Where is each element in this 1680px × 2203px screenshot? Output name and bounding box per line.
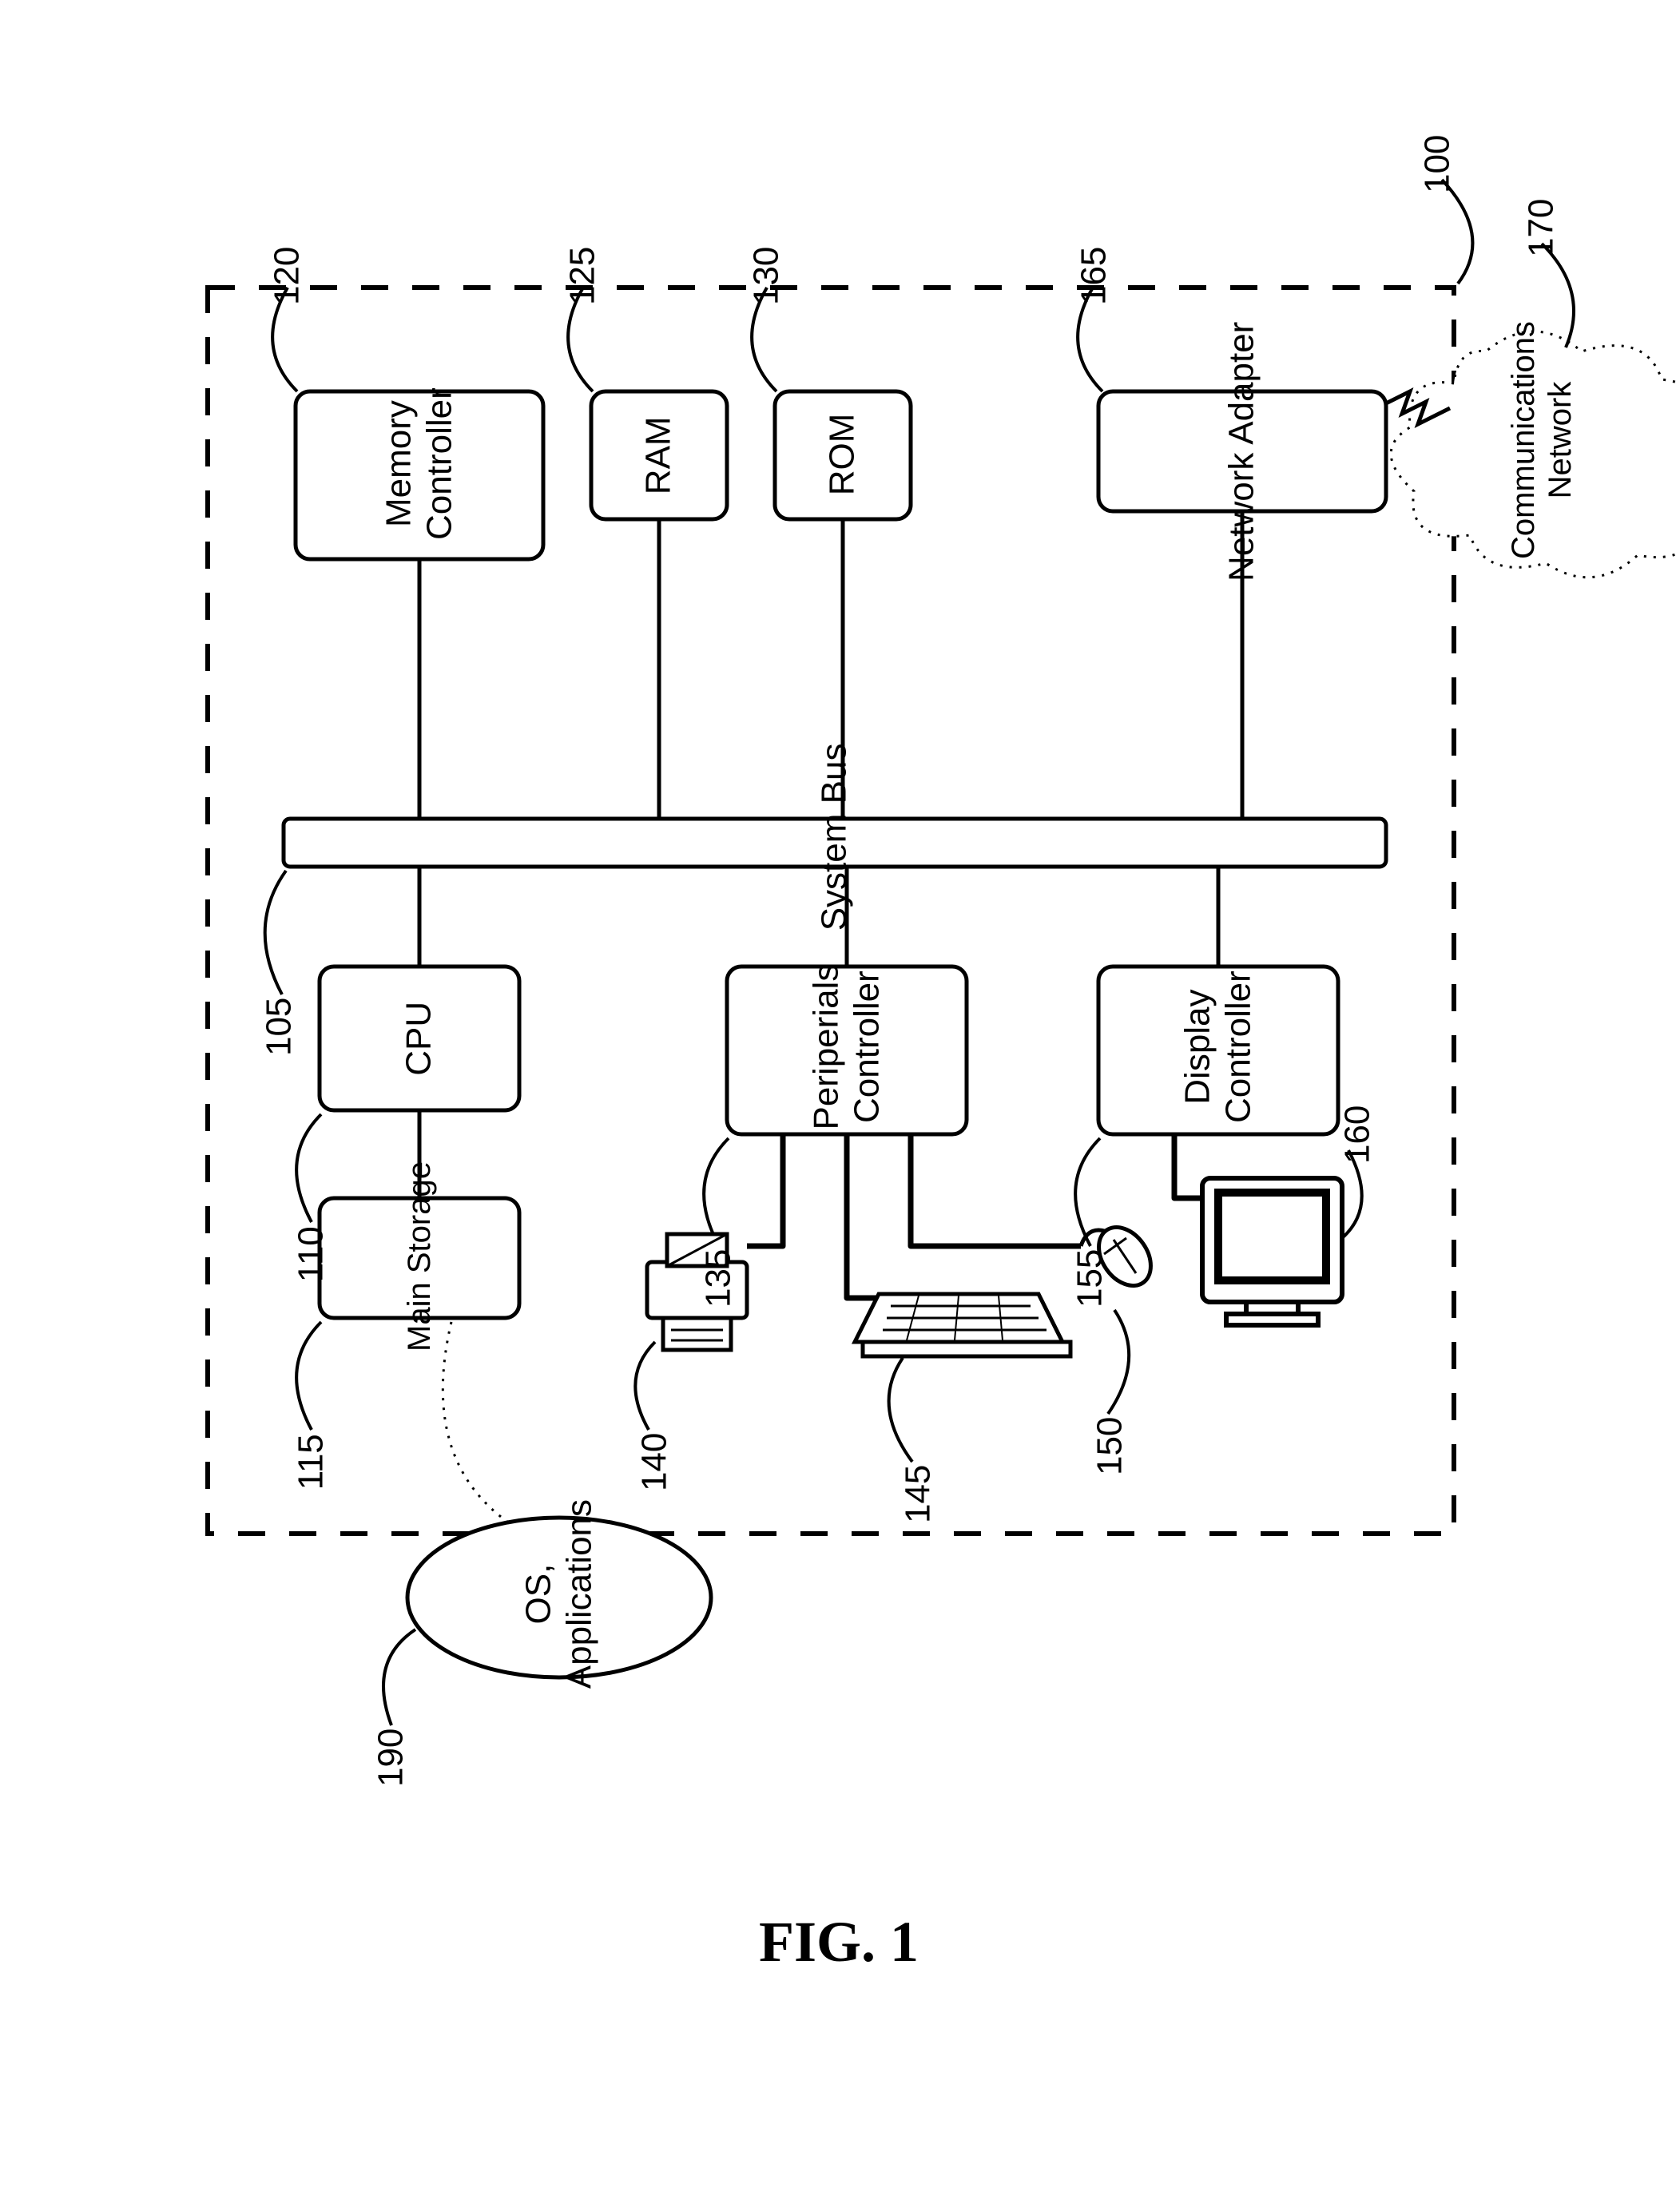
page: Memory Controller RAM ROM Network Adapte… [0,0,1680,2203]
conn-peripherals-keyboard [847,1134,879,1298]
ref-135: 135 [699,1238,740,1318]
ref-150: 150 [1090,1406,1131,1486]
ref-155: 155 [1070,1238,1111,1318]
ref-165: 165 [1074,236,1115,316]
label-system-bus: System Bus [815,755,856,931]
label-network-adapter: Network Adapter [1222,312,1263,591]
monitor-icon [1202,1178,1342,1325]
ref-110: 110 [292,1214,332,1294]
conn-peripherals-mouse [911,1134,1081,1246]
label-rom: ROM [823,415,864,495]
ref-125: 125 [563,236,604,316]
figure-caption: FIG. 1 [679,1909,999,1975]
ref-leader-140 [635,1342,655,1430]
ref-leader-145 [889,1358,912,1462]
ref-leader-150 [1108,1310,1129,1414]
ref-115: 115 [292,1422,332,1502]
conn-peripherals-printer [747,1134,783,1246]
label-cpu: CPU [399,998,440,1078]
label-main-storage: Main Storage [401,1157,438,1356]
ref-leader-105 [265,871,286,994]
ref-105: 105 [260,986,300,1066]
ref-leader-135 [704,1138,729,1246]
ref-145: 145 [899,1454,939,1534]
label-ram: RAM [639,415,680,495]
ref-leader-190 [383,1629,415,1725]
ref-170: 170 [1522,188,1563,268]
ref-190: 190 [371,1717,412,1797]
ref-120: 120 [268,236,308,316]
dotted-leader-os [443,1322,507,1522]
ref-160: 160 [1338,1094,1379,1174]
label-os-applications: OS, Applications [518,1494,599,1694]
label-cloud: Communications Network [1505,312,1579,568]
ref-100: 100 [1418,124,1459,204]
label-peripherals: Periperials Controller [806,959,887,1135]
label-display-controller: Display Controller [1178,959,1258,1135]
ref-leader-110 [296,1114,321,1222]
ref-130: 130 [747,236,788,316]
ref-leader-115 [296,1322,321,1430]
ref-140: 140 [635,1422,676,1502]
label-memory-controller: Memory Controller [379,384,459,544]
conn-display-monitor [1174,1134,1202,1198]
keyboard-icon [855,1294,1070,1356]
